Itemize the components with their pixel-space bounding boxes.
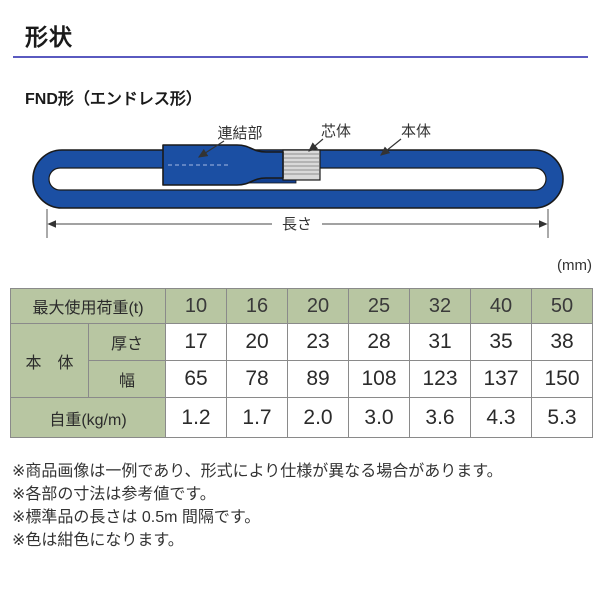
thickness-value: 31 bbox=[409, 323, 471, 361]
body-group-label: 本 体 bbox=[10, 323, 89, 398]
label-core: 芯体 bbox=[321, 123, 351, 140]
core-arrow-icon bbox=[308, 138, 324, 152]
connector-sleeve bbox=[162, 144, 284, 186]
core-section bbox=[282, 149, 321, 181]
load-value: 16 bbox=[226, 288, 288, 324]
note-line: ※商品画像は一例であり、形式により仕様が異なる場合があります。 bbox=[12, 463, 503, 480]
load-value: 32 bbox=[409, 288, 471, 324]
table-row-header: 最大使用荷重(t) 10 16 20 25 32 40 50 bbox=[10, 288, 593, 324]
table-row-thickness: 本 体 厚さ 17 20 23 28 31 35 38 bbox=[10, 323, 593, 398]
label-body: 本体 bbox=[401, 123, 431, 140]
load-value: 20 bbox=[287, 288, 349, 324]
sling-diagram: 連結部 芯体 本体 長さ bbox=[32, 123, 564, 238]
length-dimension: 長さ bbox=[46, 209, 549, 238]
thickness-value: 38 bbox=[531, 323, 593, 361]
product-type-subtitle: FND形（エンドレス形） bbox=[25, 91, 202, 108]
unit-label: (mm) bbox=[557, 257, 592, 274]
width-value: 108 bbox=[348, 360, 410, 398]
header-load-label: 最大使用荷重(t) bbox=[10, 288, 166, 324]
label-connector: 連結部 bbox=[217, 125, 262, 142]
thickness-value: 17 bbox=[165, 323, 227, 361]
width-value: 78 bbox=[226, 360, 288, 398]
weight-value: 2.0 bbox=[287, 397, 349, 438]
weight-value: 3.0 bbox=[348, 397, 410, 438]
width-value: 150 bbox=[531, 360, 593, 398]
thickness-value: 35 bbox=[470, 323, 532, 361]
note-line: ※各部の寸法は参考値です。 bbox=[12, 486, 216, 503]
width-value: 137 bbox=[470, 360, 532, 398]
note-line: ※色は紺色になります。 bbox=[12, 532, 184, 549]
thickness-value: 28 bbox=[348, 323, 410, 361]
page-title: 形状 bbox=[25, 24, 73, 50]
weight-value: 5.3 bbox=[531, 397, 593, 438]
load-value: 40 bbox=[470, 288, 532, 324]
thickness-label: 厚さ bbox=[88, 323, 166, 361]
weight-value: 3.6 bbox=[409, 397, 471, 438]
width-value: 89 bbox=[287, 360, 349, 398]
weight-label: 自重(kg/m) bbox=[10, 397, 166, 438]
weight-value: 1.2 bbox=[165, 397, 227, 438]
thickness-value: 23 bbox=[287, 323, 349, 361]
load-value: 50 bbox=[531, 288, 593, 324]
width-value: 123 bbox=[409, 360, 471, 398]
title-underline bbox=[13, 56, 588, 58]
body-arrow-icon bbox=[380, 138, 402, 156]
note-line: ※標準品の長さは 0.5m 間隔です。 bbox=[12, 509, 261, 526]
table-row-width: 幅 65 78 89 108 123 137 150 bbox=[11, 360, 593, 398]
load-value: 10 bbox=[165, 288, 227, 324]
weight-value: 4.3 bbox=[470, 397, 532, 438]
load-value: 25 bbox=[348, 288, 410, 324]
width-label: 幅 bbox=[88, 360, 166, 398]
width-value: 65 bbox=[165, 360, 227, 398]
connector-arrow-icon bbox=[197, 140, 225, 158]
table-row-weight: 自重(kg/m) 1.2 1.7 2.0 3.0 3.6 4.3 5.3 bbox=[10, 397, 593, 438]
spec-table: 最大使用荷重(t) 10 16 20 25 32 40 50 本 体 厚さ 17… bbox=[10, 288, 593, 438]
thickness-value: 20 bbox=[226, 323, 288, 361]
notes-list: ※商品画像は一例であり、形式により仕様が異なる場合があります。 ※各部の寸法は参… bbox=[12, 460, 588, 552]
weight-value: 1.7 bbox=[226, 397, 288, 438]
label-length: 長さ bbox=[282, 216, 312, 233]
